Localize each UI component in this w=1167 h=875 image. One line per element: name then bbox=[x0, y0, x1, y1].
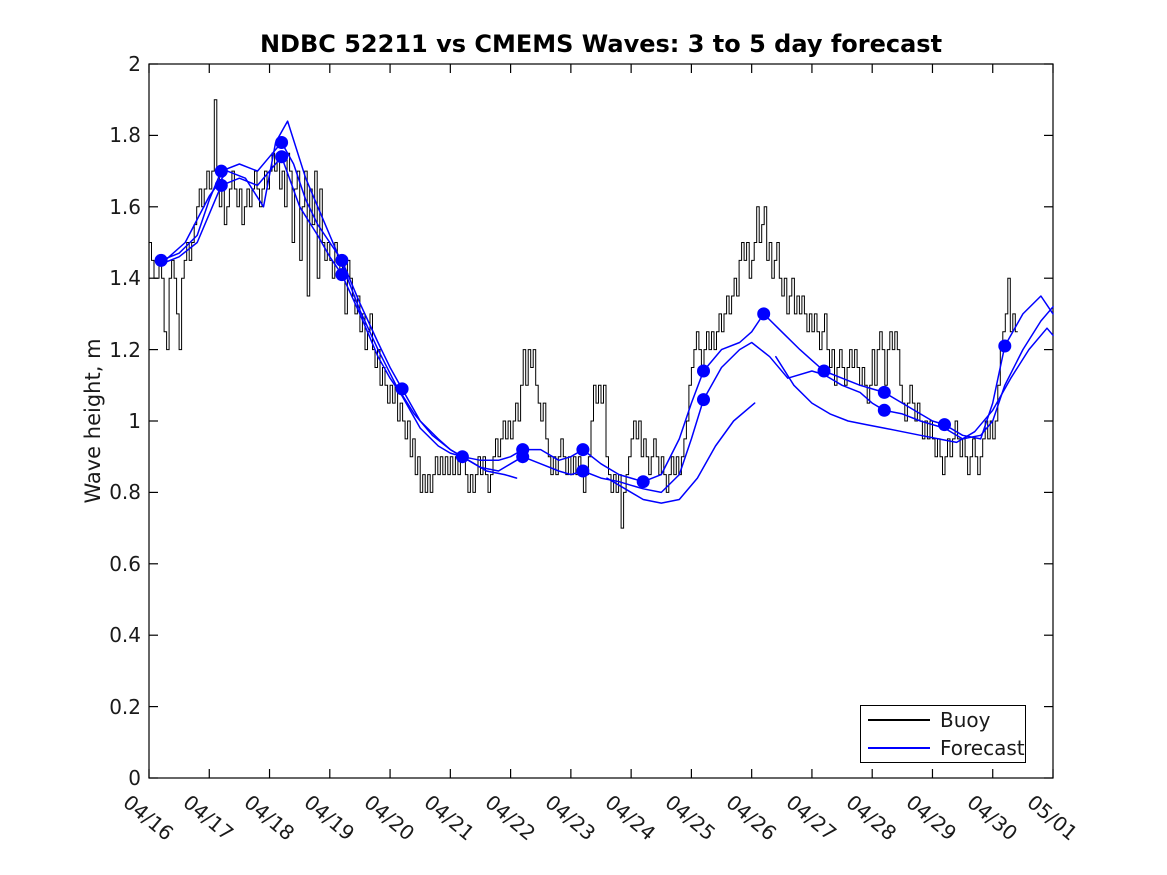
data-point-marker bbox=[335, 268, 349, 282]
data-point-marker bbox=[636, 475, 650, 489]
data-point-marker bbox=[455, 450, 469, 464]
chart-title: NDBC 52211 vs CMEMS Waves: 3 to 5 day fo… bbox=[259, 30, 943, 58]
data-point-marker bbox=[697, 364, 710, 378]
y-tick-label: 1.8 bbox=[109, 123, 141, 148]
data-point-marker bbox=[154, 253, 168, 267]
forecast-line bbox=[160, 156, 1054, 494]
data-point-marker bbox=[576, 443, 590, 457]
data-point-marker bbox=[757, 307, 771, 321]
y-tick-label: 1.4 bbox=[109, 266, 141, 291]
legend: Buoy Forecast bbox=[860, 705, 1026, 763]
data-point-marker bbox=[877, 403, 891, 417]
y-tick-label: 1.2 bbox=[109, 337, 141, 362]
y-tick-label: 0.2 bbox=[109, 694, 141, 719]
legend-label-forecast: Forecast bbox=[940, 735, 1025, 760]
y-tick-label: 2 bbox=[128, 52, 141, 76]
y-tick-label: 0 bbox=[128, 766, 141, 790]
data-point-marker bbox=[817, 364, 831, 378]
data-point-marker bbox=[275, 136, 289, 149]
forecast-line bbox=[160, 120, 518, 479]
y-tick-label: 0.6 bbox=[109, 551, 141, 576]
data-point-marker bbox=[214, 178, 228, 192]
forecast-line-sample bbox=[868, 746, 930, 749]
buoy-line-sample bbox=[868, 719, 930, 722]
legend-item-buoy: Buoy bbox=[861, 707, 1025, 733]
data-point-marker bbox=[697, 393, 710, 407]
y-tick-label: 0.4 bbox=[109, 623, 141, 648]
y-tick-label: 1.6 bbox=[109, 194, 141, 219]
data-point-marker bbox=[998, 339, 1012, 353]
legend-label-buoy: Buoy bbox=[940, 708, 991, 733]
data-point-marker bbox=[938, 418, 951, 432]
y-tick-label: 0.8 bbox=[109, 480, 141, 505]
y-tick-label: 1 bbox=[128, 409, 141, 433]
forecast-line bbox=[160, 141, 1054, 483]
data-point-marker bbox=[275, 150, 289, 164]
legend-item-forecast: Forecast bbox=[861, 735, 1025, 761]
data-point-marker bbox=[576, 464, 590, 478]
buoy-line bbox=[149, 99, 1018, 529]
data-point-marker bbox=[214, 164, 228, 178]
data-point-marker bbox=[395, 382, 409, 396]
data-point-marker bbox=[877, 385, 891, 399]
forecast-line bbox=[775, 327, 1054, 444]
forecast-line bbox=[606, 402, 756, 504]
data-point-marker bbox=[516, 450, 530, 464]
data-point-marker bbox=[335, 253, 349, 267]
